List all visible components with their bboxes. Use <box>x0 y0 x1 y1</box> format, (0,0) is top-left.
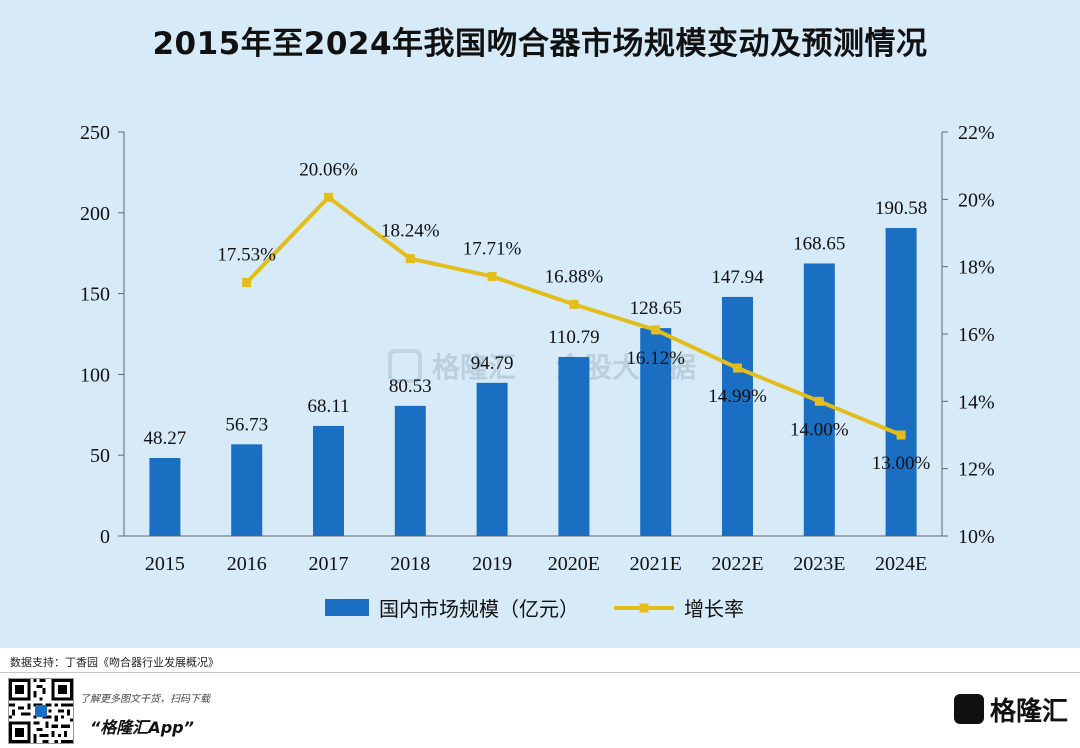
growth-point <box>651 325 661 335</box>
y-left-tick-label: 0 <box>100 526 110 548</box>
y-right-tick-label: 12% <box>958 459 995 481</box>
growth-point <box>814 396 824 406</box>
brand-logo-icon <box>953 694 984 724</box>
growth-point <box>324 192 333 202</box>
watermark: 格隆汇 金股大数据 <box>388 346 696 386</box>
x-tick-label: 2017 <box>309 553 349 575</box>
bar <box>722 296 753 536</box>
bar <box>476 382 508 536</box>
growth-value-label: 17.71% <box>463 238 522 259</box>
growth-value-label: 18.24% <box>381 221 440 242</box>
y-left-tick-label: 150 <box>80 284 110 306</box>
growth-point <box>405 254 415 264</box>
combo-chart: 0 50 100 150 200 250 10% 12% 14% 16% 18% 20% 22% 2015… <box>80 122 995 621</box>
growth-point <box>487 271 497 281</box>
x-tick-label: 2016 <box>227 553 267 575</box>
x-tick-label: 2020E <box>548 553 600 575</box>
x-tick-label: 2015 <box>145 553 185 575</box>
bar <box>885 228 917 537</box>
growth-value-label: 17.53% <box>217 244 276 265</box>
bar <box>640 328 672 536</box>
y-left-tick-label: 250 <box>80 122 110 144</box>
bar-value-label: 128.65 <box>630 298 682 319</box>
growth-value-label: 20.06% <box>299 159 358 180</box>
legend-bar-swatch <box>325 599 369 616</box>
bar-value-label: 56.73 <box>225 414 268 435</box>
x-tick-label: 2021E <box>630 553 682 575</box>
promo-text: 了解更多图文干货，扫码下载 <box>80 694 210 705</box>
growth-value-label: 14.00% <box>790 419 849 440</box>
bar-value-label: 110.79 <box>548 327 600 348</box>
growth-point <box>242 277 252 287</box>
legend-line-label: 增长率 <box>684 597 744 621</box>
divider <box>0 672 1080 673</box>
x-tick-label: 2023E <box>793 553 845 575</box>
chart-panel: 2015年至2024年我国吻合器市场规模变动及预测情况 格隆汇 金股大数据 0 5… <box>0 0 1080 648</box>
source-note: 数据支持：丁香园《吻合器行业发展概况》 <box>10 656 219 669</box>
x-tick-label: 2024E <box>875 553 927 575</box>
qr-code-icon[interactable] <box>8 678 74 744</box>
y-right-tick-label: 20% <box>958 189 995 211</box>
watermark-brand: 格隆汇 <box>432 351 517 384</box>
watermark-logo-icon <box>388 349 422 383</box>
bar-value-label: 80.53 <box>389 376 432 397</box>
x-tick-label: 2018 <box>390 553 430 575</box>
bar <box>558 356 590 536</box>
growth-point <box>896 430 906 440</box>
bar-value-label: 94.79 <box>471 353 514 374</box>
growth-point <box>733 363 742 373</box>
y-right-tick-label: 14% <box>958 391 995 413</box>
x-tick-label: 2022E <box>711 553 763 575</box>
bar <box>231 444 263 536</box>
bar-value-label: 168.65 <box>793 233 845 254</box>
x-tick-label: 2019 <box>472 553 512 575</box>
bar <box>313 425 344 536</box>
growth-point <box>569 299 579 309</box>
bar <box>394 405 426 536</box>
growth-value-label: 16.12% <box>626 348 685 369</box>
footer: 数据支持：丁香园《吻合器行业发展概况》 了解更多图文干货，扫码下载 “格隆汇Ap… <box>0 648 1080 748</box>
y-right-tick-label: 10% <box>958 526 995 548</box>
y-left-tick-label: 100 <box>80 364 110 386</box>
bar-value-label: 48.27 <box>144 428 187 449</box>
growth-value-label: 13.00% <box>872 453 931 474</box>
bar-value-label: 68.11 <box>307 396 349 417</box>
y-right-tick-label: 22% <box>958 122 995 144</box>
brand-logo: 格隆汇 <box>953 692 1068 727</box>
y-left-tick-label: 200 <box>80 203 110 225</box>
legend-line-marker <box>639 603 649 613</box>
growth-value-label: 16.88% <box>545 266 604 287</box>
growth-value-label: 14.99% <box>708 386 767 407</box>
bar-value-label: 147.94 <box>711 267 764 288</box>
y-right-tick-label: 18% <box>958 257 995 279</box>
bar <box>149 457 181 536</box>
bar-value-label: 190.58 <box>875 198 927 219</box>
legend-bar-label: 国内市场规模（亿元） <box>379 597 579 621</box>
chart-title: 2015年至2024年我国吻合器市场规模变动及预测情况 <box>152 26 928 62</box>
brand-name: 格隆汇 <box>989 696 1068 727</box>
y-left-tick-label: 50 <box>90 445 110 467</box>
y-right-tick-label: 16% <box>958 324 995 346</box>
app-name: “格隆汇App” <box>90 718 194 737</box>
